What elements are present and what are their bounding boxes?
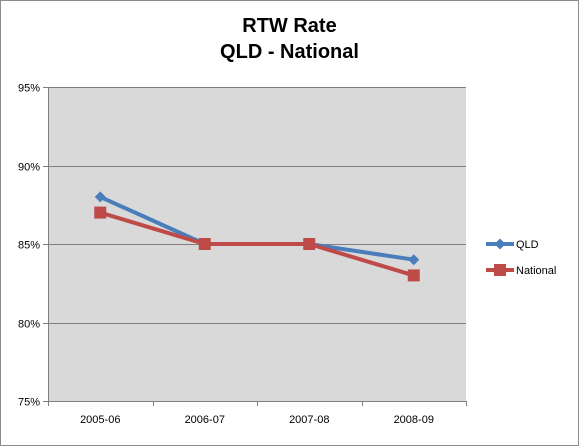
data-point xyxy=(407,269,420,282)
legend-marker xyxy=(494,238,506,250)
tick-labels: 75% 80% 85% 90% 95% 2005-06 2006-07 2007-08 2008… xyxy=(18,83,434,427)
y-tick-label: 80% xyxy=(18,319,40,331)
data-point xyxy=(94,191,106,203)
data-point xyxy=(94,206,107,219)
legend-label: National xyxy=(516,265,556,277)
legend-label: QLD xyxy=(516,239,539,251)
axes xyxy=(43,87,467,406)
legend-item-qld: QLD xyxy=(486,238,539,251)
chart-title-line-1: RTW Rate xyxy=(242,15,337,37)
y-tick-label: 75% xyxy=(18,397,40,409)
data-point xyxy=(408,254,420,266)
x-tick-label: 2006-07 xyxy=(185,414,225,426)
y-tick-label: 90% xyxy=(18,162,40,174)
chart-title-line-2: QLD - National xyxy=(220,41,359,63)
y-tick-label: 95% xyxy=(18,83,40,95)
x-tick-label: 2008-09 xyxy=(394,414,434,426)
legend-marker xyxy=(494,264,506,276)
chart-title: RTW Rate QLD - National xyxy=(1,13,578,65)
legend: QLD National xyxy=(486,238,556,277)
y-tick-label: 85% xyxy=(18,240,40,252)
series-line xyxy=(98,210,416,278)
series-national xyxy=(94,206,420,282)
x-tick-label: 2005-06 xyxy=(80,414,120,426)
data-point xyxy=(198,238,211,250)
x-tick-label: 2007-08 xyxy=(289,414,329,426)
series-group xyxy=(94,191,420,282)
data-point xyxy=(303,238,316,250)
legend-item-national: National xyxy=(486,264,556,277)
